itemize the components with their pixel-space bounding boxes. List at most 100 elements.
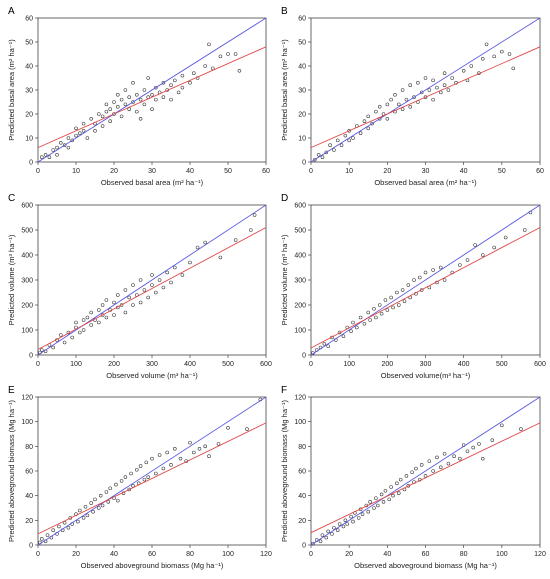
data-point: [328, 143, 332, 147]
data-point: [484, 42, 489, 47]
data-point: [374, 109, 378, 114]
data-point: [142, 102, 147, 107]
y-tick-label: 40: [298, 64, 306, 71]
y-tick-label: 10: [298, 136, 306, 143]
panel-label: E: [8, 385, 15, 396]
data-point: [471, 445, 475, 450]
data-point: [408, 83, 413, 87]
data-point: [324, 535, 329, 540]
data-point: [410, 470, 414, 475]
x-tick-label: 300: [420, 361, 432, 368]
y-tick-label: 50: [298, 40, 306, 47]
data-point: [161, 81, 166, 85]
data-point: [332, 525, 336, 530]
data-point: [349, 329, 353, 334]
data-point: [104, 490, 109, 494]
data-point: [70, 335, 74, 340]
data-point: [252, 213, 257, 217]
data-point: [100, 303, 105, 307]
data-point: [74, 133, 78, 138]
data-point: [119, 114, 124, 119]
data-point: [330, 532, 334, 536]
data-point: [480, 456, 485, 461]
data-point: [188, 81, 192, 85]
x-axis-label: Observed aboveground biomass (Mg ha⁻¹): [81, 561, 224, 570]
data-point: [135, 109, 139, 114]
x-tick-label: 100: [343, 361, 355, 368]
y-tick-label: 60: [25, 469, 33, 476]
y-tick-label: 120: [21, 395, 33, 402]
data-point: [100, 124, 105, 128]
data-point: [203, 240, 207, 245]
data-point: [391, 305, 395, 310]
data-point: [322, 341, 327, 346]
data-point: [40, 155, 44, 159]
one-to-one-line: [310, 204, 541, 356]
data-point: [123, 88, 128, 92]
data-point: [45, 533, 50, 537]
data-point: [123, 288, 128, 292]
data-point: [81, 516, 86, 520]
data-point: [374, 496, 378, 500]
data-point: [169, 83, 173, 87]
data-point: [51, 148, 55, 152]
x-tick-label: 500: [222, 361, 234, 368]
data-point: [40, 537, 44, 541]
data-point: [218, 255, 223, 260]
data-point: [318, 539, 323, 544]
data-point: [412, 278, 416, 282]
data-point: [81, 328, 86, 332]
y-tick-label: 30: [25, 88, 33, 95]
y-axis-label: Predicted aboveground biomass (Mg ha⁻¹): [280, 400, 289, 542]
data-point: [180, 73, 185, 78]
data-point: [161, 95, 166, 99]
x-tick-label: 0: [36, 168, 40, 175]
data-point: [423, 270, 428, 275]
data-point: [169, 463, 173, 467]
data-point: [188, 440, 192, 445]
x-tick-label: 500: [496, 361, 508, 368]
data-point: [97, 308, 101, 312]
data-point: [320, 533, 325, 537]
fit-line: [310, 46, 541, 149]
data-point: [144, 460, 149, 465]
data-point: [157, 453, 162, 457]
one-to-one-line: [37, 396, 267, 546]
y-axis-label: Predicted aboveground biomass (Mg ha⁻¹): [7, 400, 16, 542]
data-point: [116, 498, 120, 503]
data-point: [104, 109, 109, 114]
x-tick-label: 10: [72, 168, 80, 175]
y-tick-label: 0: [29, 353, 33, 360]
data-point: [351, 320, 355, 325]
x-tick-label: 120: [534, 551, 546, 558]
y-tick-label: 40: [25, 64, 33, 71]
y-tick-label: 400: [294, 253, 306, 260]
x-tick-label: 300: [146, 361, 158, 368]
data-point: [395, 290, 399, 295]
x-tick-label: 40: [383, 551, 391, 558]
data-point: [192, 71, 196, 75]
data-point: [154, 85, 158, 90]
panel-b: 0 10 20 30 40 50 60 0 10 20 30 40 50 60 Observed basal…: [280, 6, 544, 187]
data-point: [419, 288, 424, 292]
data-point: [203, 444, 207, 449]
data-point: [414, 466, 418, 471]
x-tick-label: 200: [381, 361, 393, 368]
data-point: [387, 497, 392, 502]
data-point: [341, 334, 346, 339]
data-point: [59, 333, 63, 337]
data-point: [154, 97, 158, 102]
data-point: [195, 245, 200, 250]
data-point: [366, 114, 371, 119]
data-point: [150, 283, 154, 287]
x-axis-label: Observed aboveground biomass (Mg ha⁻¹): [354, 561, 497, 570]
x-tick-label: 400: [458, 361, 470, 368]
data-point: [385, 308, 390, 312]
data-point: [313, 157, 317, 162]
y-axis-label: Predicted volume (m³ ha⁻¹): [280, 234, 289, 325]
y-tick-label: 0: [29, 543, 33, 550]
data-point: [116, 105, 120, 109]
data-point: [51, 345, 55, 350]
x-tick-label: 40: [186, 168, 194, 175]
data-point: [135, 467, 139, 472]
